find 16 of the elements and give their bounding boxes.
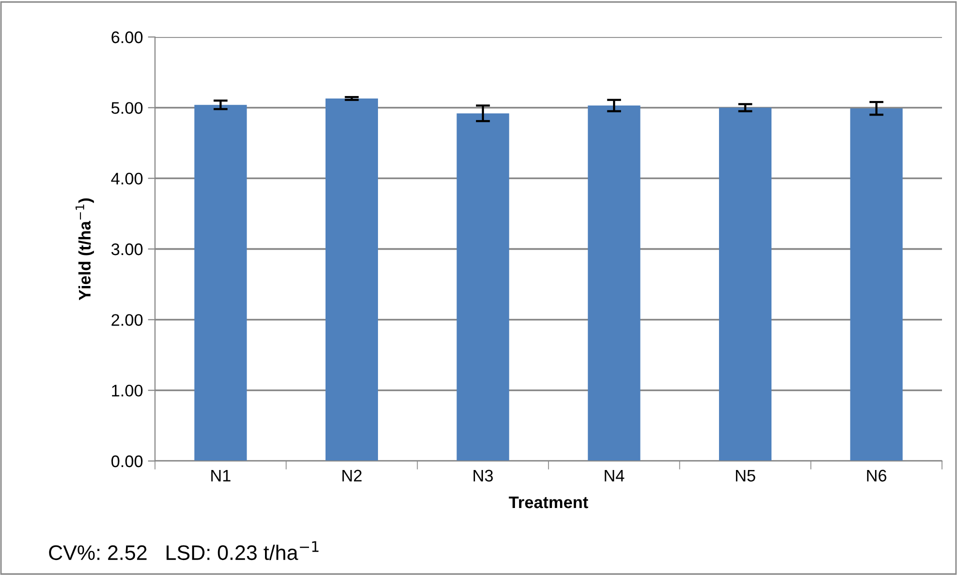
y-tick-label: 6.00 bbox=[112, 31, 143, 44]
y-tick-label: 4.00 bbox=[111, 172, 143, 185]
y-tick-label: 1.00 bbox=[112, 384, 143, 397]
x-tick-label: N1 bbox=[211, 470, 230, 482]
y-tick-label: 2.00 bbox=[112, 314, 143, 326]
y-tick-label: 5.00 bbox=[111, 102, 143, 114]
x-tick-label: N2 bbox=[342, 470, 362, 482]
x-tick-label: N6 bbox=[867, 470, 886, 482]
x-tick-label: N5 bbox=[736, 470, 756, 482]
y-tick-label: 0.00 bbox=[111, 455, 143, 468]
y-axis-title: Yield (t/ha$^{−1}$) bbox=[76, 198, 94, 300]
x-tick-label: N3 bbox=[474, 470, 493, 482]
text: CV%: 2.52 LSD: 0.23 t/ha$^{−1}$ bbox=[49, 541, 318, 560]
x-axis-title: Treatment bbox=[508, 496, 588, 508]
x-tick-label: N4 bbox=[604, 470, 624, 482]
y-tick-label: 3.00 bbox=[111, 243, 143, 256]
